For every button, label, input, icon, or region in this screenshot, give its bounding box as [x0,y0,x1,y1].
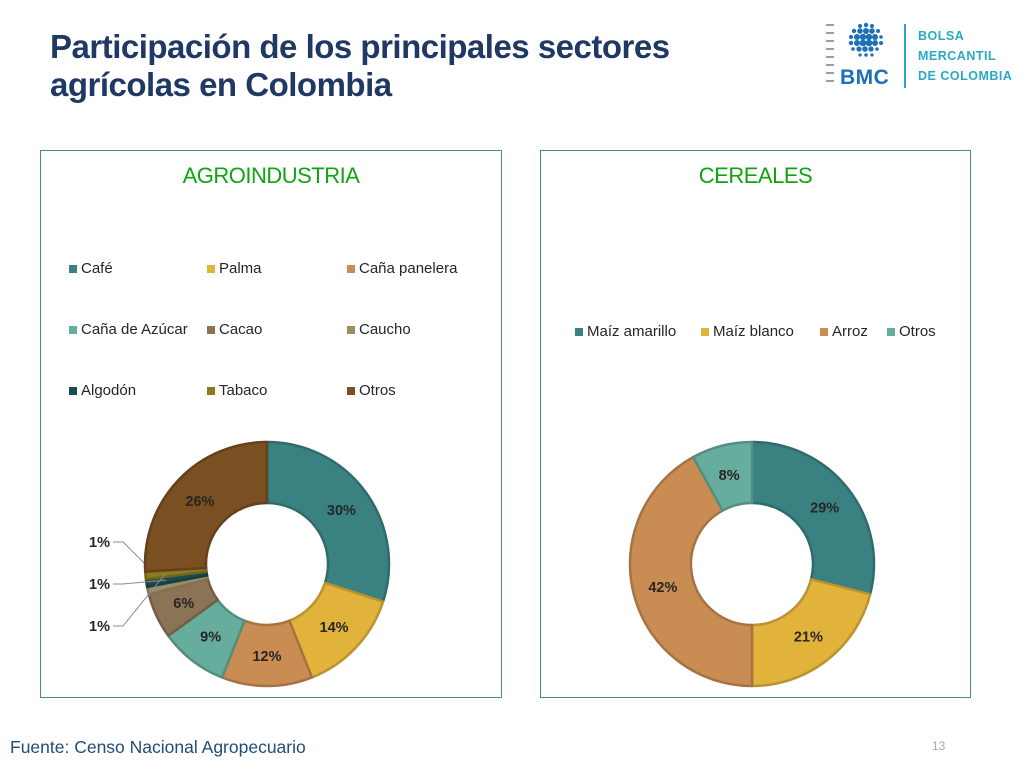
legend-label: Caña panelera [359,260,458,277]
legend-swatch [820,327,828,336]
legend-swatch [69,325,77,334]
legend-label: Arroz [832,323,868,340]
legend-entry-cafe: Café [69,260,113,277]
legend-entry-cana-panelera: Caña panelera [347,260,457,277]
donut-slice-maiz-blanco [750,577,872,688]
legend-entry-otros: Otros [347,382,396,399]
data-label: 12% [252,649,281,665]
logo-separator [904,24,906,88]
cereales-chart-panel: CEREALES Maíz amarillo Maíz blanco Arroz Ot… [540,150,971,698]
agroindustria-chart-panel: AGROINDUSTRIA Café Palma Caña panelera Caña… [40,150,502,698]
donut-slice-maiz-amarillo [750,440,876,596]
data-label: 8% [719,468,740,484]
legend-entry-tabaco: Tabaco [207,382,267,399]
logo-abbreviation: BMC [840,66,890,89]
data-label: 1% [89,619,110,635]
chart-legend: Café Palma Caña panelera Caña de Azúcar Caca… [41,151,501,697]
data-label: 42% [648,580,677,596]
logo-text-line-3: DE COLOMBIA [918,69,1013,83]
legend-label: Maíz amarillo [587,323,677,340]
data-label: 14% [320,620,349,636]
data-label: 6% [173,596,194,612]
legend-label: Caucho [359,321,411,338]
legend-swatch [207,325,215,334]
legend-label: Caña de Azúcar [81,321,188,338]
chart-title: CEREALES [698,163,813,188]
legend-swatch [207,264,215,273]
donut-slice-otros [143,440,269,573]
legend-label: Algodón [81,382,137,399]
legend-entry-maiz-blanco: Maíz blanco [701,323,794,340]
legend-swatch [701,327,709,336]
data-label: 1% [89,577,110,593]
legend-label: Maíz blanco [713,323,794,340]
legend-entry-palma: Palma [207,260,262,277]
legend-label: Cacao [219,321,263,338]
legend-label: Otros [899,323,936,340]
legend-swatch [887,327,895,336]
legend-swatch [347,386,355,395]
data-label: 1% [89,535,110,551]
logo-text-line-1: BOLSA [918,29,965,43]
data-label: 30% [327,503,356,519]
legend-label: Café [81,260,113,277]
data-label: 9% [200,630,221,646]
legend-entry-caucho: Caucho [347,321,411,338]
legend-label: Palma [219,260,262,277]
donut-slice-arroz [628,455,754,688]
legend-swatch [347,264,355,273]
data-label: 29% [810,501,839,517]
logo-text: BOLSA MERCANTIL DE COLOMBIA [918,26,1012,86]
legend-swatch [207,386,215,395]
legend-label: Tabaco [219,382,268,399]
slide-title-line-2: agrícolas en Colombia [50,66,392,103]
legend-swatch [347,325,355,334]
legend-entry-algodon: Algodón [69,382,136,399]
leader-line [113,573,166,627]
logo-text-line-2: MERCANTIL [918,49,997,63]
data-label: 26% [185,494,214,510]
chart-legend: Maíz amarillo Maíz blanco Arroz Otros [541,151,970,697]
legend-entry-cana-de-azucar: Caña de Azúcar [69,321,188,338]
legend-entry-arroz: Arroz [820,323,868,340]
legend-swatch [69,386,77,395]
donut-chart: 30% 14% 12% 9% 6% 1% 1% 1% 26% [89,440,391,688]
data-label: 21% [794,630,823,646]
slide-title-line-1: Participación de los principales sectore… [50,28,670,65]
legend-entry-maiz-amarillo: Maíz amarillo [575,323,676,340]
page-number: 13 [932,739,946,753]
legend-label: Otros [359,382,396,399]
globe-icon [848,22,883,57]
legend-entry-otros: Otros [887,323,936,340]
legend-swatch [69,264,77,273]
bmc-logo: BMC BOLSA MERCANTIL DE COLOMBIA [826,20,1016,92]
logo-stripes [826,24,834,88]
donut-slice-cafe [265,440,391,603]
chart-title: AGROINDUSTRIA [182,163,360,188]
legend-swatch [575,327,583,336]
source-note: Fuente: Censo Nacional Agropecuario [10,737,306,757]
slide-title: Participación de los principales sectore… [50,28,770,104]
leader-line [113,579,167,585]
donut-slice-otros [691,440,754,512]
donut-chart: 29% 21% 42% 8% [628,440,876,688]
legend-entry-cacao: Cacao [207,321,262,338]
